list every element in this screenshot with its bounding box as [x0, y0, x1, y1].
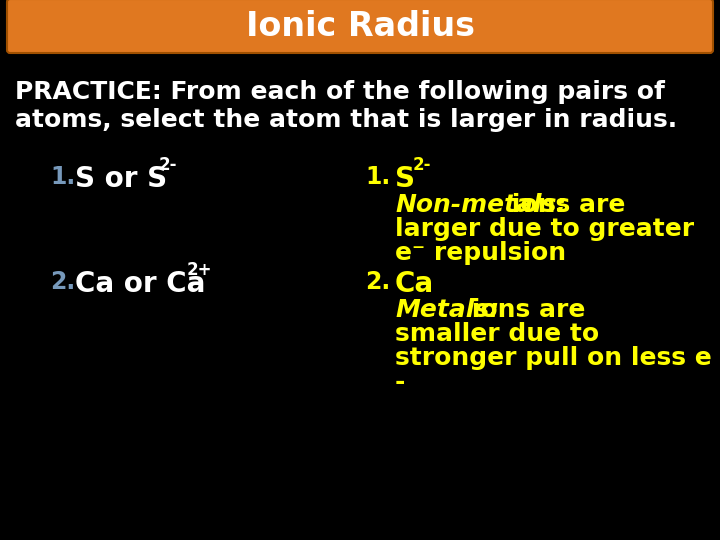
- Text: Ionic Radius: Ionic Radius: [246, 10, 474, 43]
- Text: 2-: 2-: [413, 156, 431, 174]
- Text: 2.: 2.: [365, 270, 390, 294]
- Text: ions are: ions are: [503, 193, 626, 217]
- Text: S or S: S or S: [75, 165, 167, 193]
- Text: Ca: Ca: [395, 270, 434, 298]
- Text: 2.: 2.: [50, 270, 76, 294]
- Text: 1.: 1.: [365, 165, 390, 189]
- Text: ions are: ions are: [463, 298, 585, 322]
- Text: 1.: 1.: [50, 165, 76, 189]
- Text: e⁻ repulsion: e⁻ repulsion: [395, 241, 566, 265]
- Text: Non-metals:: Non-metals:: [395, 193, 567, 217]
- Text: PRACTICE: From each of the following pairs of: PRACTICE: From each of the following pai…: [15, 80, 665, 104]
- Text: 2-: 2-: [159, 156, 178, 174]
- Text: smaller due to: smaller due to: [395, 322, 599, 346]
- FancyBboxPatch shape: [7, 0, 713, 53]
- Text: Ca or Ca: Ca or Ca: [75, 270, 205, 298]
- Text: larger due to greater: larger due to greater: [395, 217, 694, 241]
- Text: S: S: [395, 165, 415, 193]
- Text: stronger pull on less e: stronger pull on less e: [395, 346, 712, 370]
- Text: Metals:: Metals:: [395, 298, 499, 322]
- Text: 2+: 2+: [187, 261, 212, 279]
- Text: atoms, select the atom that is larger in radius.: atoms, select the atom that is larger in…: [15, 108, 677, 132]
- Text: -: -: [395, 370, 405, 394]
